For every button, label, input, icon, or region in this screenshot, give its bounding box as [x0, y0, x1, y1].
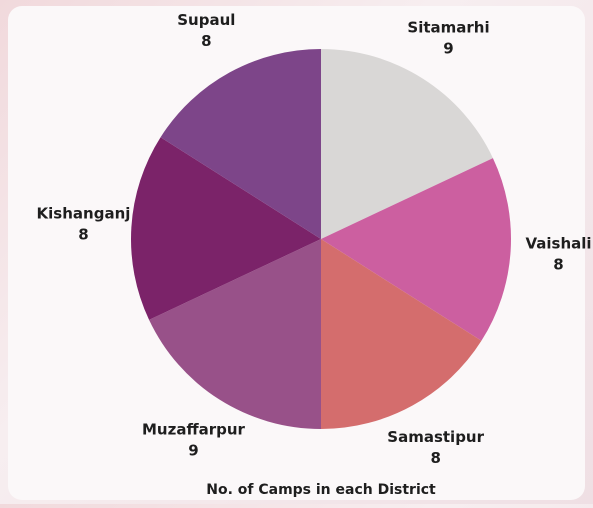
slice-value: 9 — [188, 441, 198, 459]
pie-slice — [321, 239, 482, 429]
slice-value: 9 — [443, 40, 453, 58]
slice-value: 8 — [201, 32, 211, 50]
slice-value: 8 — [78, 226, 88, 244]
slice-label: Supaul — [177, 11, 235, 29]
pie-slice — [131, 137, 321, 320]
slice-label: Sitamarhi — [407, 19, 489, 37]
chart-title: No. of Camps in each District — [206, 482, 436, 498]
slice-value: 8 — [430, 449, 440, 467]
pie-slice — [321, 158, 512, 341]
pie-slice — [160, 49, 321, 239]
pie-slice — [321, 49, 493, 239]
slice-label: Samastipur — [387, 428, 484, 446]
slice-label: Kishanganj — [37, 205, 131, 223]
slice-label: Muzaffarpur — [142, 420, 246, 438]
slice-value: 8 — [553, 255, 563, 273]
slice-label: Vaishali — [525, 234, 591, 252]
pie-slice — [149, 239, 321, 429]
